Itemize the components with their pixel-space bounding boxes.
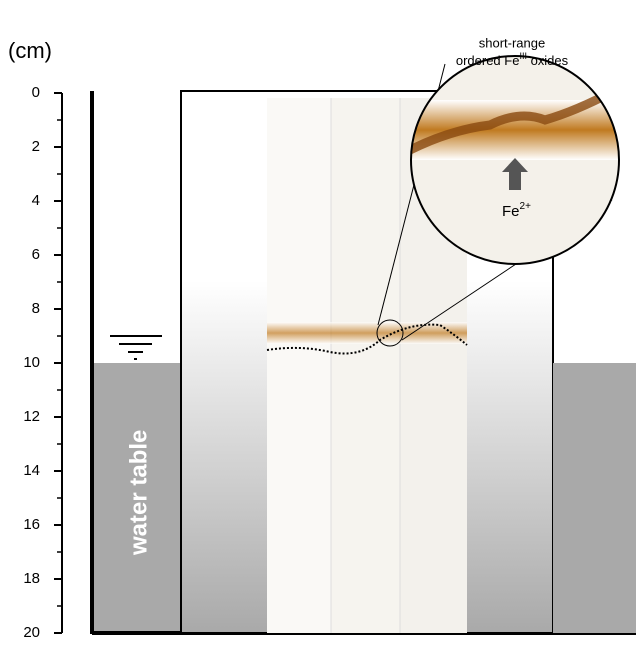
water-fill (92, 363, 181, 633)
depth-axis: 0 2 4 6 8 10 12 14 16 18 20 (23, 84, 63, 641)
tick-label: 6 (32, 246, 40, 263)
magnifier: short-range ordered FeIII oxides Fe2+ (410, 35, 620, 265)
tick-label: 2 (32, 138, 40, 155)
annotation: ordered FeIII oxides (456, 51, 569, 68)
tick-label: 18 (23, 570, 40, 587)
axis-unit: (cm) (8, 38, 52, 63)
ion-label: Fe2+ (502, 201, 531, 220)
water-symbol (110, 335, 162, 360)
tick-label: 0 (32, 84, 40, 101)
water-fill-right (553, 363, 636, 633)
tick-label: 14 (23, 462, 40, 479)
tick-label: 4 (32, 192, 40, 209)
tick-label: 20 (23, 624, 40, 641)
tick-label: 10 (23, 354, 40, 371)
water-table-label: water table (125, 430, 152, 556)
tick-label: 12 (23, 408, 40, 425)
annotation: short-range (479, 35, 545, 50)
tick-label: 16 (23, 516, 40, 533)
tick-label: 8 (32, 300, 40, 317)
